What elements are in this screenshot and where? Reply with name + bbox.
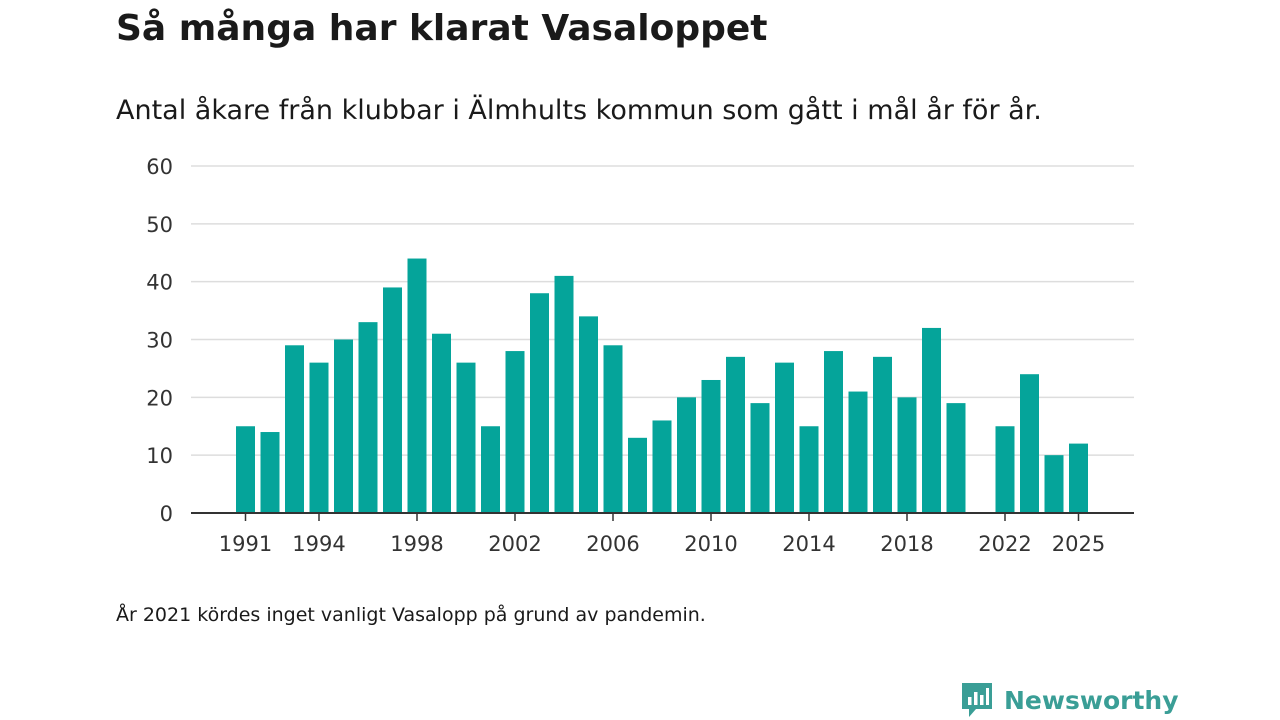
bar-1992 xyxy=(260,432,280,513)
bar-1999 xyxy=(432,333,451,513)
x-tick-label: 1994 xyxy=(292,532,345,556)
bar-2014 xyxy=(799,426,819,513)
x-tick-label: 1991 xyxy=(219,532,272,556)
bar-2008 xyxy=(652,420,672,513)
x-tick-label: 2025 xyxy=(1052,532,1105,556)
bar-2000 xyxy=(456,362,476,513)
y-tick-label: 50 xyxy=(146,213,173,237)
bar-1998 xyxy=(407,258,427,513)
bar-2020 xyxy=(946,403,966,513)
bar-2005 xyxy=(579,316,598,513)
bar-2011 xyxy=(726,356,745,513)
bar-2002 xyxy=(505,351,525,513)
y-tick-label: 20 xyxy=(146,386,173,410)
bar-2012 xyxy=(750,403,770,513)
bar-2023 xyxy=(1020,374,1039,513)
bar-2001 xyxy=(481,426,500,513)
y-tick-label: 0 xyxy=(160,502,173,526)
bar-2007 xyxy=(628,437,647,513)
bar-2019 xyxy=(922,327,941,513)
newsworthy-logo-icon xyxy=(962,683,992,717)
y-tick-label: 30 xyxy=(146,329,173,353)
bar-2024 xyxy=(1044,455,1064,513)
y-axis-ticks: 0 10 20 30 40 50 60 xyxy=(146,155,173,526)
bar-2006 xyxy=(603,345,623,513)
bar-1994 xyxy=(309,362,329,513)
bar-2018 xyxy=(897,397,917,513)
bar-2015 xyxy=(824,351,843,513)
bar-2013 xyxy=(775,362,794,513)
x-tick-label: 2002 xyxy=(488,532,541,556)
x-tick-label: 2006 xyxy=(586,532,639,556)
bar-1995 xyxy=(334,339,353,513)
chart-title: Så många har klarat Vasaloppet xyxy=(116,8,768,49)
bar-2022 xyxy=(995,426,1015,513)
y-tick-label: 60 xyxy=(146,155,173,179)
x-axis-ticks: 1991 1994 1998 2002 2006 2010 2014 2018 2022 2025 xyxy=(219,513,1105,556)
x-tick-label: 2018 xyxy=(880,532,933,556)
bar-2017 xyxy=(873,356,892,513)
bar-1996 xyxy=(358,322,378,513)
bar-2003 xyxy=(530,293,549,513)
x-tick-label: 1998 xyxy=(390,532,443,556)
x-tick-label: 2022 xyxy=(978,532,1031,556)
grid-lines xyxy=(191,165,1134,456)
bar-2009 xyxy=(677,397,696,513)
bar-1997 xyxy=(383,287,402,513)
bars xyxy=(236,258,1088,513)
y-tick-label: 40 xyxy=(146,271,173,295)
chart-subtitle: Antal åkare från klubbar i Älmhults komm… xyxy=(116,95,1042,126)
brand-logo: Newsworthy xyxy=(960,681,1179,719)
bar-1993 xyxy=(285,345,304,513)
footnote: År 2021 kördes inget vanligt Vasalopp på… xyxy=(116,604,706,626)
y-tick-label: 10 xyxy=(146,444,173,468)
bar-2025 xyxy=(1069,443,1088,513)
x-tick-label: 2014 xyxy=(782,532,835,556)
x-tick-label: 2010 xyxy=(684,532,737,556)
bar-2010 xyxy=(701,379,721,513)
bar-1991 xyxy=(236,426,255,513)
bar-2004 xyxy=(554,275,574,513)
bar-2016 xyxy=(848,391,868,513)
brand-name: Newsworthy xyxy=(1004,685,1179,715)
bar-chart: 0 10 20 30 40 50 60 1991 1994 1998 2002 2006 2010 20… xyxy=(146,155,1134,556)
